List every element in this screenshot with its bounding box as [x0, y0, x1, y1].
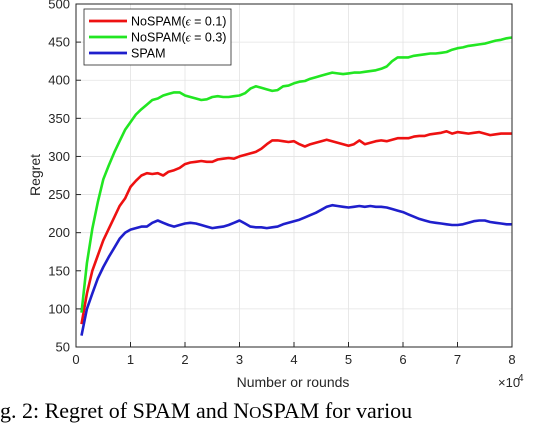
y-axis-label: Regret: [27, 154, 43, 196]
legend-label-spam-3: SPAM: [131, 47, 166, 61]
y-tick-label: 500: [48, 0, 70, 12]
caption-text-1: g. 2: Regret of SPAM and N: [0, 398, 250, 423]
x-tick-label: 8: [508, 352, 515, 367]
x-tick-label: 1: [127, 352, 134, 367]
x-tick-label: 6: [399, 352, 406, 367]
caption-text-2: SPAM for variou: [261, 398, 413, 423]
y-tick-label: 250: [48, 187, 70, 202]
figure-caption: g. 2: Regret of SPAM and NOSPAM for vari…: [0, 398, 548, 424]
x-exponent-power: 4: [518, 373, 524, 384]
x-tick-label: 0: [72, 352, 79, 367]
x-tick-label: 7: [454, 352, 461, 367]
x-tick-label: 3: [236, 352, 243, 367]
regret-line-chart: 0 1 2 3 4 5 6 7 8 50 100 150 200 250 300 350 400 450 500 N…: [27, 0, 524, 390]
y-tick-label: 400: [48, 73, 70, 88]
y-tick-label: 450: [48, 35, 70, 50]
y-tick-label: 150: [48, 263, 70, 278]
tick-labels: 0 1 2 3 4 5 6 7 8 50 100 150 200 250 300 350 400 450 500: [48, 0, 515, 367]
x-axis-label: Number or rounds: [237, 374, 350, 390]
x-tick-label: 5: [345, 352, 352, 367]
y-tick-label: 50: [56, 340, 70, 355]
legend-items: NoSPAM(ϵ = 0.1) NoSPAM(ϵ = 0.3) SPAM: [89, 15, 226, 61]
y-tick-label: 350: [48, 111, 70, 126]
x-tick-label: 2: [181, 352, 188, 367]
series-line-nospam-1: [80, 130, 512, 325]
series-line-spam-3: [80, 203, 512, 336]
legend: NoSPAM(ϵ = 0.1) NoSPAM(ϵ = 0.3) SPAM: [83, 8, 232, 66]
y-tick-label: 200: [48, 225, 70, 240]
y-tick-label: 300: [48, 149, 70, 164]
legend-label-nospam-2: NoSPAM(ϵ = 0.3): [131, 31, 226, 45]
y-tick-label: 100: [48, 301, 70, 316]
x-exponent-base: ×10: [498, 375, 520, 390]
legend-label-nospam-1: NoSPAM(ϵ = 0.1): [131, 15, 226, 29]
series-line-nospam-2: [80, 36, 513, 313]
series-layer: [80, 36, 513, 336]
axis-ticks: [75, 3, 513, 348]
x-tick-label: 4: [290, 352, 297, 367]
grid-lines: [75, 3, 513, 348]
caption-smallcaps: O: [249, 403, 262, 422]
x-axis-exponent: ×10 4: [498, 373, 524, 390]
